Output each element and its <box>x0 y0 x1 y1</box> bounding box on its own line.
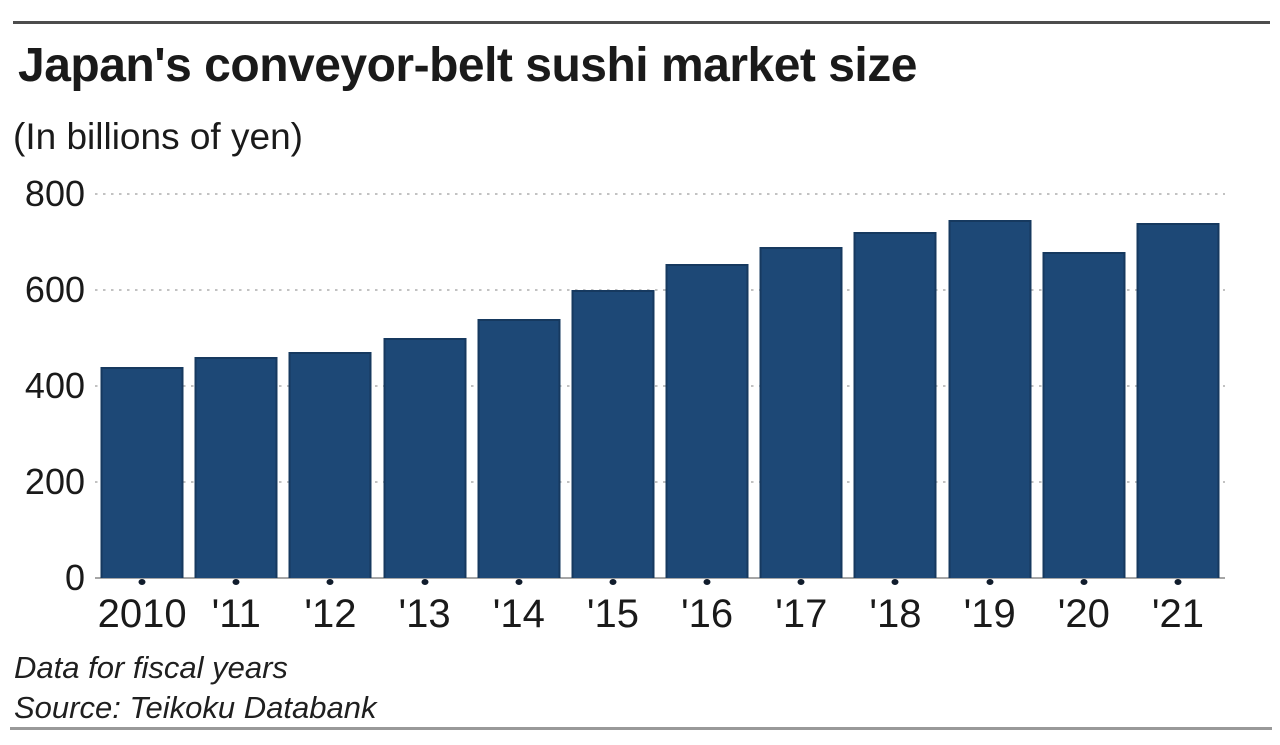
y-tick-label-800: 800 <box>24 173 85 214</box>
bar-18 <box>853 232 937 578</box>
page-title: Japan's conveyor-belt sushi market size <box>18 39 917 92</box>
bar-14 <box>477 318 561 578</box>
x-tick-label-2010: 2010 <box>97 592 187 636</box>
bar-slot-11 <box>189 194 283 585</box>
x-axis-baseline <box>95 577 1225 579</box>
bottom-divider <box>10 727 1272 730</box>
bar-2010 <box>100 366 184 578</box>
y-tick-label-600: 600 <box>24 269 85 310</box>
footnote: Data for fiscal years <box>14 650 288 685</box>
axis-tick-dot-21 <box>1174 579 1182 585</box>
y-axis: 800 600 400 200 0 <box>0 176 85 596</box>
bar-slot-21 <box>1131 194 1225 585</box>
bar-slot-2010 <box>95 194 189 585</box>
x-tick-label-13: '13 <box>398 592 451 636</box>
bar-slot-16 <box>660 194 754 585</box>
gridline-400 <box>95 385 1225 387</box>
x-tick-label-16: '16 <box>681 592 734 636</box>
y-tick-label-400: 400 <box>24 365 85 406</box>
y-tick-label-0: 0 <box>64 557 85 598</box>
x-tick-label-17: '17 <box>775 592 828 636</box>
axis-tick-dot-11 <box>232 579 240 585</box>
x-tick-label-18: '18 <box>869 592 922 636</box>
x-tick-label-14: '14 <box>492 592 545 636</box>
y-tick-label-200: 200 <box>24 461 85 502</box>
gridline-800 <box>95 193 1225 195</box>
bar-20 <box>1042 251 1126 578</box>
bar-slot-12 <box>283 194 377 585</box>
plot-area <box>95 193 1225 585</box>
gridline-200 <box>95 481 1225 483</box>
bar-17 <box>759 246 843 578</box>
bar-slot-18 <box>848 194 942 585</box>
x-tick-label-19: '19 <box>963 592 1016 636</box>
x-tick-label-20: '20 <box>1057 592 1110 636</box>
bar-slot-14 <box>472 194 566 585</box>
top-divider <box>13 21 1270 24</box>
bar-19 <box>948 220 1032 578</box>
axis-tick-dot-17 <box>797 579 805 585</box>
axis-tick-dot-15 <box>609 579 617 585</box>
bar-16 <box>665 263 749 578</box>
x-tick-label-15: '15 <box>586 592 640 636</box>
bar-slot-19 <box>943 194 1037 585</box>
x-axis: 2010 '11 '12 '13 '14 '15 '16 '17 '18 '19 '20 '21 <box>95 592 1225 636</box>
axis-tick-dot-13 <box>421 579 429 585</box>
axis-tick-dot-12 <box>326 579 334 585</box>
bar-slot-15 <box>566 194 660 585</box>
bar-slot-13 <box>378 194 472 585</box>
axis-tick-dot-14 <box>515 579 523 585</box>
bar-11 <box>194 357 278 578</box>
axis-tick-dot-19 <box>986 579 994 585</box>
bar-13 <box>383 338 467 578</box>
bar-15 <box>571 290 655 578</box>
axis-tick-dot-20 <box>1080 579 1088 585</box>
axis-tick-dot-16 <box>703 579 711 585</box>
axis-tick-dot-2010 <box>138 579 146 585</box>
x-tick-label-21: '21 <box>1151 592 1205 636</box>
bar-slot-17 <box>754 194 848 585</box>
bar-21 <box>1136 222 1220 578</box>
gridline-600 <box>95 289 1225 291</box>
source-line: Source: Teikoku Databank <box>14 690 377 725</box>
bar-series <box>95 194 1225 585</box>
x-tick-label-12: '12 <box>304 592 357 636</box>
chart-subtitle: (In billions of yen) <box>13 116 303 157</box>
axis-tick-dot-18 <box>891 579 899 585</box>
bar-12 <box>288 352 372 578</box>
x-tick-label-11: '11 <box>211 592 261 636</box>
bar-slot-20 <box>1037 194 1131 585</box>
